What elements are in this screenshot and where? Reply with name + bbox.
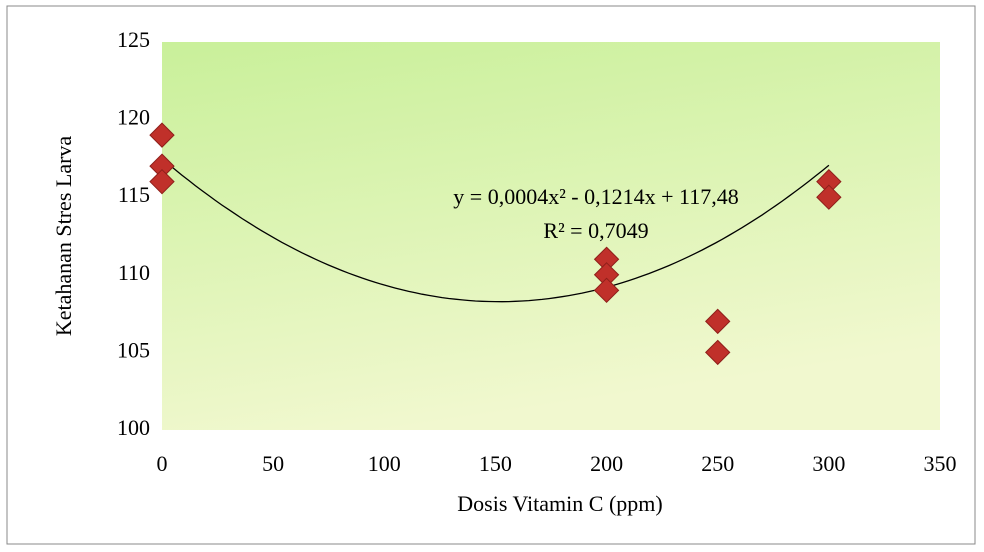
y-axis-title: Ketahanan Stres Larva bbox=[51, 136, 76, 337]
y-tick-label: 115 bbox=[118, 182, 150, 207]
y-tick-label: 105 bbox=[117, 337, 150, 362]
plot-area bbox=[162, 42, 940, 430]
x-tick-label: 0 bbox=[157, 451, 168, 476]
marker bbox=[149, 168, 175, 195]
marker bbox=[705, 308, 731, 335]
x-tick-label: 350 bbox=[924, 451, 957, 476]
x-tick-label: 50 bbox=[262, 451, 284, 476]
marker bbox=[816, 184, 842, 210]
x-axis-title: Dosis Vitamin C (ppm) bbox=[457, 491, 662, 516]
x-tick-label: 250 bbox=[701, 451, 734, 476]
x-tick-label: 150 bbox=[479, 451, 512, 476]
trendline-r2: R² = 0,7049 bbox=[543, 218, 648, 243]
trendline bbox=[161, 158, 830, 303]
marker bbox=[593, 277, 620, 304]
x-tick-label: 300 bbox=[812, 451, 845, 476]
marker bbox=[705, 339, 731, 366]
y-tick-label: 120 bbox=[117, 105, 150, 130]
x-tick-label: 200 bbox=[590, 451, 623, 476]
y-tick-label: 100 bbox=[117, 415, 150, 440]
y-tick-label: 125 bbox=[117, 27, 150, 52]
trendline-equation: y = 0,0004x² - 0,1214x + 117,48 bbox=[453, 184, 738, 209]
y-tick-label: 110 bbox=[118, 260, 150, 285]
marker bbox=[149, 122, 175, 148]
x-tick-label: 100 bbox=[368, 451, 401, 476]
